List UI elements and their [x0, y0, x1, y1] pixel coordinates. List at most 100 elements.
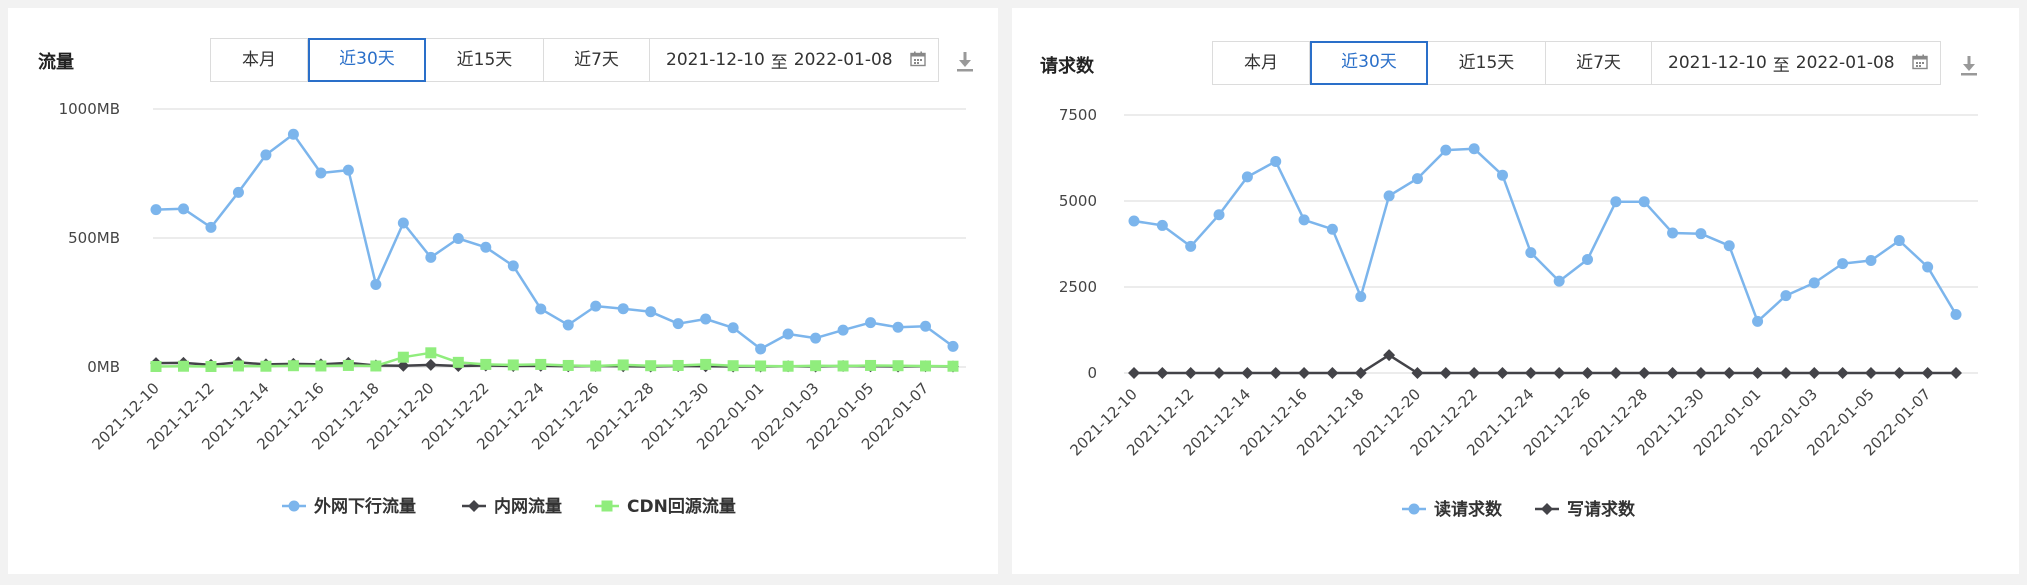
y-tick-label: 500MB — [68, 229, 120, 247]
data-point — [865, 317, 877, 329]
data-point — [480, 241, 492, 253]
data-point — [425, 251, 437, 263]
range-7-days-button[interactable]: 近7天 — [544, 39, 650, 81]
data-point — [590, 300, 602, 312]
data-point — [507, 359, 519, 371]
data-point — [755, 343, 767, 355]
data-point — [645, 306, 657, 318]
range-this-month-button[interactable]: 本月 — [211, 39, 308, 81]
data-point — [1213, 367, 1226, 379]
data-point — [947, 340, 959, 352]
legend-entry[interactable]: 写请求数 — [1567, 499, 1636, 520]
data-point — [810, 360, 822, 372]
data-point — [1864, 367, 1877, 379]
date-end: 2022-01-08 — [793, 50, 893, 70]
series-line — [155, 133, 954, 351]
data-point — [1269, 367, 1282, 379]
range-this-month-button[interactable]: 本月 — [1213, 42, 1310, 84]
data-point — [1921, 367, 1934, 379]
data-point — [425, 347, 437, 359]
data-point — [1355, 291, 1367, 303]
data-point — [1865, 255, 1877, 267]
download-icon[interactable] — [956, 50, 974, 72]
date-separator: 至 — [1772, 55, 1790, 76]
data-point — [507, 260, 519, 272]
data-point — [1128, 367, 1140, 379]
range-30-days-button[interactable]: 近30天 — [1310, 41, 1428, 85]
date-separator: 至 — [770, 52, 788, 73]
legend-marker — [288, 500, 300, 512]
data-point — [810, 332, 822, 344]
data-point — [342, 359, 354, 371]
data-point — [1723, 367, 1736, 379]
data-point — [205, 221, 217, 233]
data-point — [1354, 367, 1367, 379]
data-point — [727, 360, 739, 372]
legend-entry[interactable]: 外网下行流量 — [314, 496, 416, 517]
data-point — [1326, 367, 1339, 379]
requests-panel: 请求数 本月 近30天 近15天 近7天 2021-12-10 至 2022-0… — [1012, 8, 2019, 574]
data-point — [1298, 367, 1311, 379]
data-point — [1950, 309, 1962, 321]
data-point — [150, 360, 162, 372]
range-15-days-button[interactable]: 近15天 — [1428, 42, 1546, 84]
data-point — [260, 149, 272, 161]
traffic-chart: 0MB500MB1000MB2021-12-102021-12-122021-1… — [59, 100, 966, 517]
date-range-picker[interactable]: 2021-12-10 至 2022-01-08 — [1652, 42, 1940, 84]
data-point — [205, 360, 217, 372]
download-icon[interactable] — [1960, 54, 1978, 76]
data-point — [617, 359, 629, 371]
legend-marker — [468, 500, 480, 512]
calendar-icon[interactable] — [1912, 54, 1928, 70]
data-point — [1752, 315, 1764, 327]
data-point — [1468, 367, 1481, 379]
requests-chart: 02500500075002021-12-102021-12-122021-12… — [1059, 106, 1978, 520]
data-point — [1837, 258, 1849, 270]
data-point — [672, 359, 684, 371]
data-point — [1383, 349, 1396, 362]
date-range-picker[interactable]: 2021-12-10 至 2022-01-08 — [650, 39, 938, 81]
data-point — [177, 360, 189, 372]
data-point — [397, 359, 410, 372]
data-point — [617, 303, 629, 315]
data-point — [315, 360, 327, 372]
data-point — [865, 359, 877, 371]
legend-entry[interactable]: CDN回源流量 — [627, 496, 736, 517]
legend-entry[interactable]: 内网流量 — [494, 496, 562, 517]
data-point — [1383, 190, 1395, 202]
data-point — [1893, 367, 1906, 379]
data-point — [370, 278, 382, 290]
calendar-icon[interactable] — [910, 51, 926, 67]
data-point — [1553, 275, 1565, 287]
range-30-days-button[interactable]: 近30天 — [308, 38, 426, 82]
data-point — [232, 186, 244, 198]
y-tick-label: 1000MB — [59, 100, 120, 118]
data-point — [1780, 290, 1792, 302]
data-point — [755, 360, 767, 372]
range-7-days-button[interactable]: 近7天 — [1546, 42, 1652, 84]
data-point — [700, 313, 712, 325]
series-line — [1134, 353, 1956, 375]
data-point — [1411, 173, 1423, 185]
data-point — [1184, 367, 1197, 379]
data-point — [1638, 196, 1650, 208]
y-tick-label: 0 — [1087, 364, 1097, 382]
data-point — [645, 360, 657, 372]
data-point — [892, 360, 904, 372]
data-point — [1128, 215, 1140, 227]
data-point — [1156, 219, 1168, 231]
data-point — [260, 360, 272, 372]
data-point — [1779, 367, 1792, 379]
data-point — [920, 360, 932, 372]
y-tick-label: 2500 — [1059, 278, 1097, 296]
data-point — [177, 203, 189, 215]
data-point — [1525, 247, 1537, 259]
data-point — [1553, 367, 1566, 379]
data-point — [782, 360, 794, 372]
data-point — [590, 360, 602, 372]
data-point — [1667, 227, 1679, 239]
range-15-days-button[interactable]: 近15天 — [426, 39, 544, 81]
data-point — [562, 319, 574, 331]
y-tick-label: 0MB — [87, 358, 120, 376]
legend-entry[interactable]: 读请求数 — [1434, 499, 1503, 520]
